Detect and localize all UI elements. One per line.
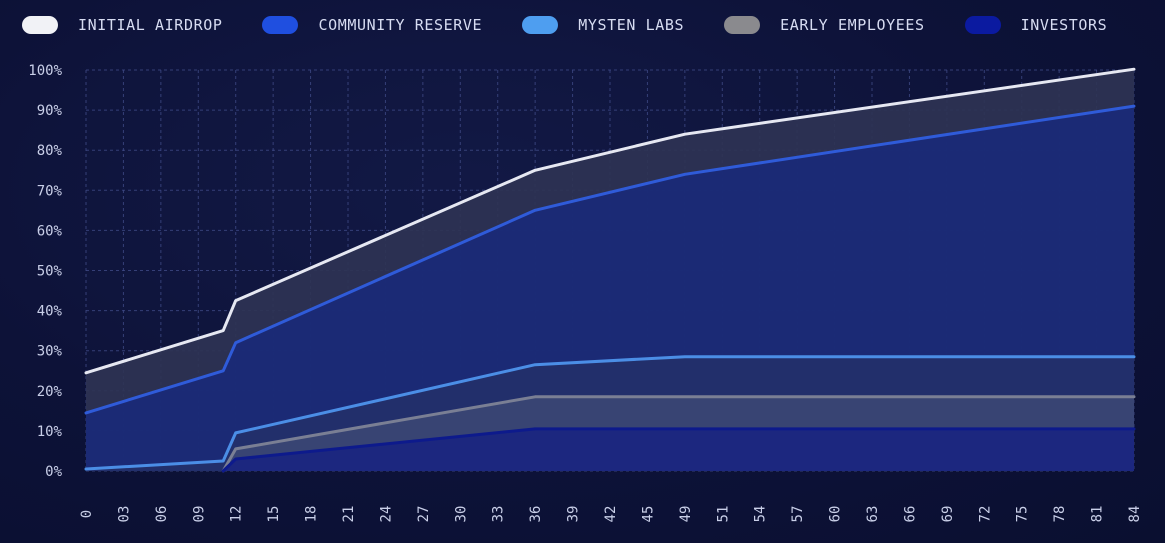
x-tick-label: 54 bbox=[753, 506, 769, 523]
chart-legend: INITIAL AIRDROP COMMUNITY RESERVE MYSTEN… bbox=[22, 12, 1147, 38]
x-tick-label: 69 bbox=[940, 506, 956, 523]
x-tick-label: 66 bbox=[902, 506, 918, 523]
x-tick-label: 84 bbox=[1127, 506, 1143, 523]
y-tick-label: 80% bbox=[37, 143, 63, 159]
x-tick-label: 03 bbox=[116, 506, 132, 523]
x-tick-label: 27 bbox=[416, 506, 432, 523]
series-areas bbox=[86, 69, 1134, 471]
line-initial-airdrop bbox=[84, 67, 1136, 375]
legend-swatch-early-employees bbox=[724, 16, 761, 34]
x-tick-label: 42 bbox=[603, 506, 619, 523]
area-investors bbox=[223, 428, 1134, 471]
x-tick-label: 78 bbox=[1052, 506, 1068, 523]
legend-item-initial-airdrop: INITIAL AIRDROP bbox=[22, 16, 222, 34]
y-tick-label: 10% bbox=[37, 424, 63, 440]
y-tick-label: 20% bbox=[37, 384, 63, 400]
line-investors bbox=[221, 427, 1136, 473]
y-tick-label: 60% bbox=[37, 223, 63, 239]
x-tick-label: 57 bbox=[790, 506, 806, 523]
x-tick-label: 30 bbox=[453, 506, 469, 523]
y-tick-label: 70% bbox=[37, 183, 63, 199]
x-tick-label: 0 bbox=[79, 510, 95, 518]
x-tick-label: 06 bbox=[154, 506, 170, 523]
y-tick-label: 100% bbox=[28, 63, 62, 79]
legend-item-investors: INVESTORS bbox=[964, 16, 1108, 34]
legend-label-early-employees: EARLY EMPLOYEES bbox=[780, 16, 925, 34]
x-tick-label: 81 bbox=[1090, 506, 1106, 523]
line-mysten-labs bbox=[84, 355, 1136, 471]
legend-label-initial-airdrop: INITIAL AIRDROP bbox=[78, 16, 223, 34]
legend-swatch-investors bbox=[964, 16, 1001, 34]
x-tick-label: 72 bbox=[977, 506, 993, 523]
legend-label-mysten-labs: MYSTEN LABS bbox=[578, 16, 685, 34]
y-axis-ticks: 0% 10% 20% 30% 40% 50% 60% 70% 80% 90% 100% bbox=[28, 63, 62, 480]
y-tick-label: 50% bbox=[37, 264, 63, 280]
x-tick-label: 15 bbox=[266, 506, 282, 523]
legend-item-community-reserve: COMMUNITY RESERVE bbox=[262, 16, 482, 34]
legend-swatch-community-reserve bbox=[262, 16, 299, 34]
x-tick-label: 75 bbox=[1015, 506, 1031, 523]
x-tick-label: 21 bbox=[341, 506, 357, 523]
legend-item-mysten-labs: MYSTEN LABS bbox=[522, 16, 684, 34]
x-tick-label: 45 bbox=[640, 506, 656, 523]
x-tick-label: 51 bbox=[715, 506, 731, 523]
x-tick-label: 18 bbox=[304, 506, 320, 523]
y-tick-label: 0% bbox=[45, 464, 62, 480]
y-tick-label: 90% bbox=[37, 103, 63, 119]
x-tick-label: 36 bbox=[528, 506, 544, 523]
x-tick-label: 63 bbox=[865, 506, 881, 523]
x-tick-label: 49 bbox=[678, 506, 694, 523]
x-tick-label: 39 bbox=[566, 506, 582, 523]
series-lines bbox=[84, 67, 1136, 473]
legend-item-early-employees: EARLY EMPLOYEES bbox=[724, 16, 924, 34]
y-tick-label: 30% bbox=[37, 344, 63, 360]
x-tick-label: 24 bbox=[378, 506, 394, 523]
line-community-reserve bbox=[84, 104, 1136, 415]
legend-swatch-initial-airdrop bbox=[22, 16, 58, 34]
x-tick-label: 60 bbox=[828, 506, 844, 523]
x-tick-label: 09 bbox=[191, 506, 207, 523]
y-tick-label: 40% bbox=[37, 304, 63, 320]
legend-label-investors: INVESTORS bbox=[1020, 16, 1108, 34]
x-axis-ticks: 0 03 06 09 12 15 18 21 24 27 30 33 36 39 42 45 49 51 54 57 6… bbox=[79, 506, 1143, 523]
x-tick-label: 33 bbox=[491, 506, 507, 523]
legend-label-community-reserve: COMMUNITY RESERVE bbox=[318, 16, 483, 34]
x-tick-label: 12 bbox=[229, 506, 245, 523]
line-early-employees bbox=[221, 395, 1136, 473]
legend-swatch-mysten-labs bbox=[522, 16, 559, 34]
